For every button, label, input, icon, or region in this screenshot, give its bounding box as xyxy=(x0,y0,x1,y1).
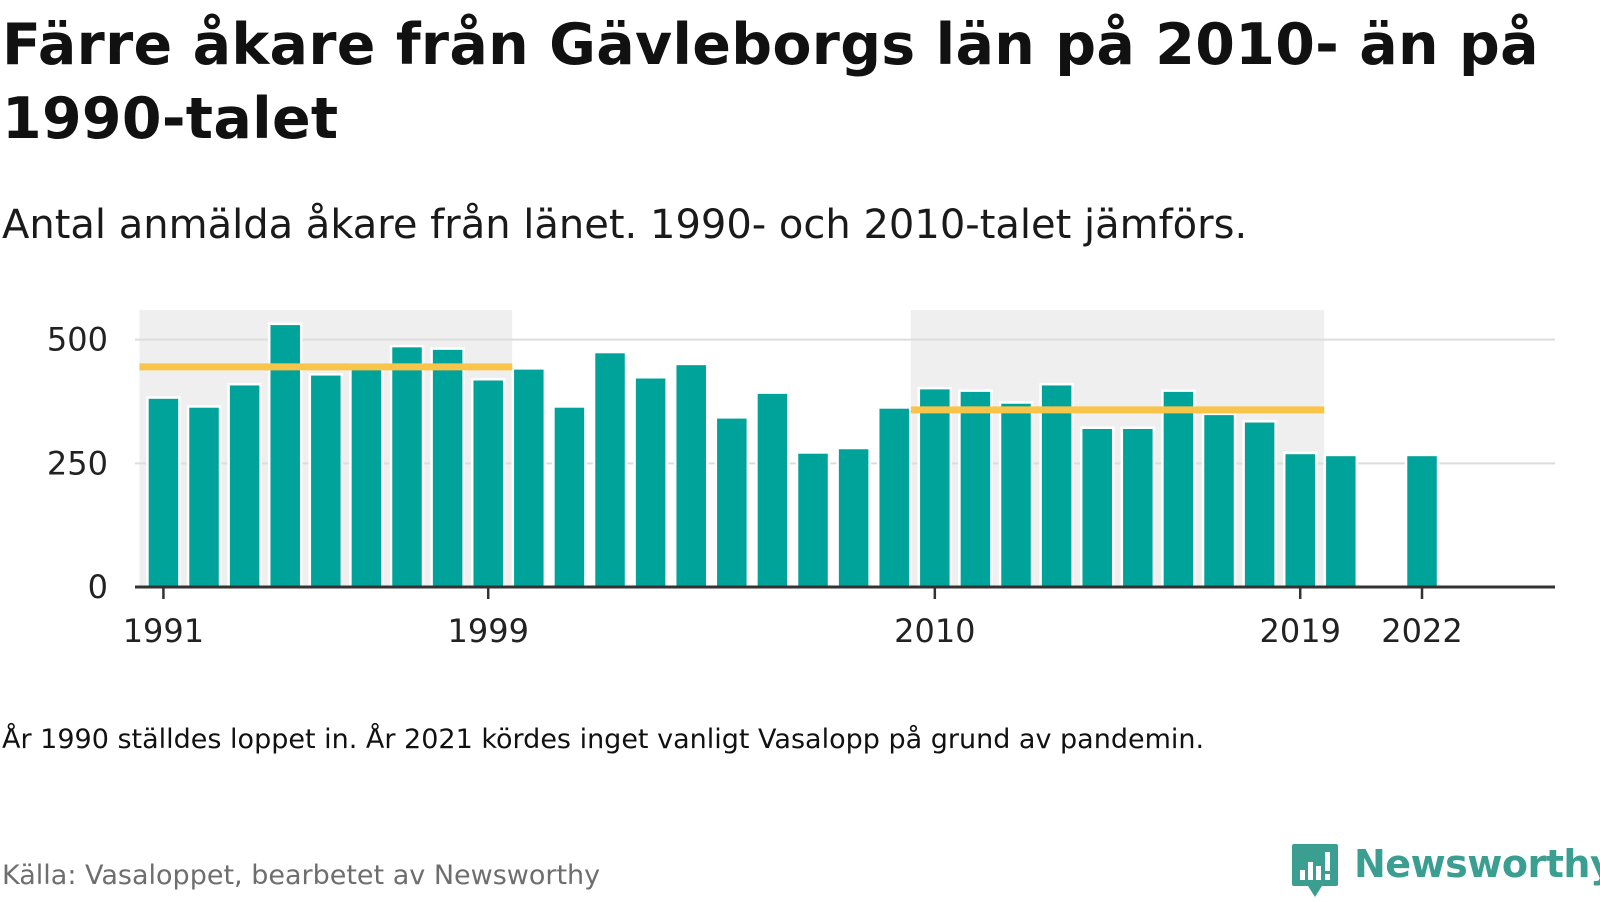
bar-1996 xyxy=(349,363,384,589)
y-tick-label-0: 0 xyxy=(88,568,108,606)
chart-title: Färre åkare från Gävleborgs län på 2010-… xyxy=(2,12,1539,152)
bar-chart: 0 250 500 1991 1999 2010 2019 2022 xyxy=(47,310,1555,650)
y-tick-label-250: 250 xyxy=(47,444,108,482)
x-tick-label-2019: 2019 xyxy=(1260,612,1341,650)
bar-2010 xyxy=(917,386,953,589)
x-tick-label-2010: 2010 xyxy=(894,612,975,650)
bar-1995 xyxy=(308,373,344,589)
bar-2015 xyxy=(1120,426,1156,589)
x-tick-label-2022: 2022 xyxy=(1381,612,1462,650)
bar-2011 xyxy=(958,389,993,589)
bar-2012 xyxy=(998,401,1034,589)
bar-2001 xyxy=(552,405,587,589)
bar-2004 xyxy=(673,362,709,589)
bar-2000 xyxy=(511,367,547,589)
bar-2016 xyxy=(1161,389,1196,589)
bar-2022 xyxy=(1404,453,1440,589)
bar-2009 xyxy=(876,406,912,589)
brand-name: Newsworthy xyxy=(1354,842,1600,886)
chart-subtitle: Antal anmälda åkare från länet. 1990- oc… xyxy=(2,202,1248,248)
bar-2002 xyxy=(592,350,628,589)
bar-2005 xyxy=(714,416,750,589)
source-credit: Källa: Vasaloppet, bearbetet av Newswort… xyxy=(2,860,601,891)
bar-1994 xyxy=(267,322,303,589)
newsworthy-logo: Newsworthy xyxy=(1290,842,1600,902)
x-tick-label-1999: 1999 xyxy=(448,612,529,650)
bar-2003 xyxy=(633,376,668,589)
bar-2006 xyxy=(755,391,790,589)
newsworthy-logo-icon xyxy=(1292,844,1338,897)
bar-2014 xyxy=(1079,426,1115,589)
bar-2007 xyxy=(795,451,831,589)
bar-1998 xyxy=(430,347,465,589)
bar-2019 xyxy=(1282,451,1318,589)
bar-2013 xyxy=(1039,382,1074,589)
bar-1999 xyxy=(470,378,506,589)
y-tick-label-500: 500 xyxy=(47,321,108,359)
bar-1993 xyxy=(227,382,262,589)
bar-1991 xyxy=(146,396,181,589)
bar-1992 xyxy=(186,405,222,589)
x-tick-label-1991: 1991 xyxy=(123,612,204,650)
bar-2018 xyxy=(1242,420,1277,589)
bar-2008 xyxy=(836,446,871,589)
chart-footnote: År 1990 ställdes loppet in. År 2021 körd… xyxy=(2,724,1205,755)
bar-1997 xyxy=(389,344,425,589)
bar-2020 xyxy=(1323,453,1359,589)
bar-2017 xyxy=(1201,412,1237,589)
